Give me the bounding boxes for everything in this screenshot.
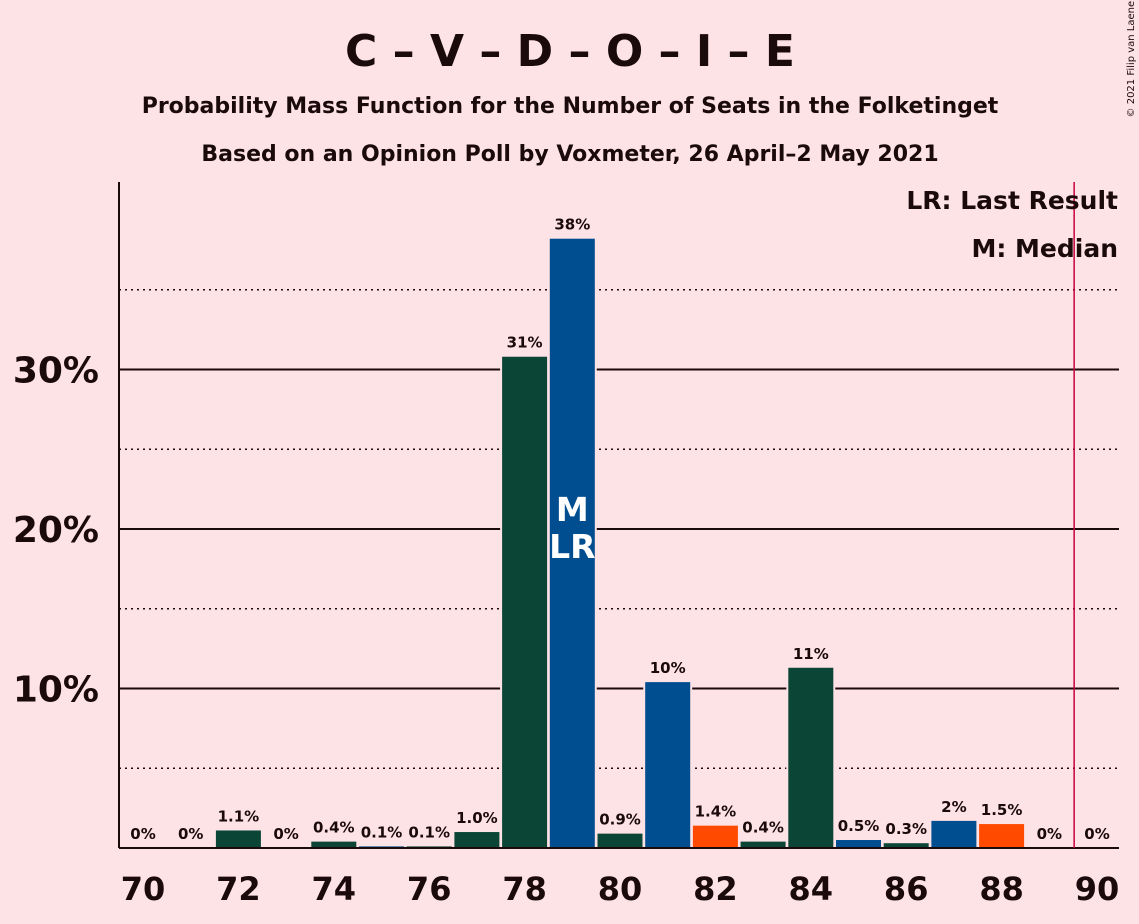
- data-label-75: 0.1%: [361, 823, 403, 841]
- data-label-84: 11%: [793, 645, 829, 663]
- data-label-81: 10%: [650, 659, 686, 677]
- data-label-88: 1.5%: [981, 801, 1023, 819]
- x-tick-88: 88: [979, 870, 1024, 908]
- data-label-74: 0.4%: [313, 819, 355, 837]
- data-label-86: 0.3%: [885, 820, 927, 838]
- bar-seats-78: [502, 356, 548, 848]
- data-label-87: 2%: [941, 798, 966, 816]
- x-tick-70: 70: [121, 870, 166, 908]
- bar-marker-lr: LR: [549, 527, 595, 566]
- data-label-70: 0%: [130, 825, 155, 843]
- data-label-73: 0%: [273, 825, 298, 843]
- bar-seats-80: [597, 833, 643, 848]
- y-tick-20: 20%: [13, 510, 99, 551]
- y-tick-10: 10%: [13, 670, 99, 711]
- data-labels: 0% 0% 1.1% 0% 0.4% 0.1% 0.1% 1.0% 31% 38% MLR 0.9% 1…: [130, 216, 1109, 843]
- data-label-76: 0.1%: [408, 823, 450, 841]
- chart-subtitle-source: Based on an Opinion Poll by Voxmeter, 26…: [201, 142, 938, 167]
- bar-seats-82: [692, 825, 738, 848]
- x-tick-80: 80: [598, 870, 643, 908]
- copyright-notice: © 2021 Filip van Laenen: [1126, 0, 1137, 117]
- data-label-78: 31%: [507, 334, 543, 352]
- data-label-90: 0%: [1084, 825, 1109, 843]
- data-label-71: 0%: [178, 825, 203, 843]
- bar-seats-72: [215, 830, 261, 848]
- chart-title: C – V – D – O – I – E: [345, 26, 795, 77]
- data-label-80: 0.9%: [599, 811, 641, 829]
- x-tick-90: 90: [1075, 870, 1120, 908]
- x-tick-labels: 70 72 74 76 78 80 82 84 86 88 90: [121, 870, 1120, 908]
- x-tick-84: 84: [789, 870, 834, 908]
- bar-seats-77: [454, 832, 500, 848]
- bar-halo: [357, 844, 406, 848]
- y-tick-labels: 10% 20% 30%: [13, 351, 99, 711]
- bar-seats-79: [549, 238, 595, 848]
- bar-seats-83: [740, 841, 786, 848]
- data-label-89: 0%: [1037, 825, 1062, 843]
- data-label-77: 1.0%: [456, 809, 498, 827]
- data-label-72: 1.1%: [218, 807, 260, 825]
- x-tick-74: 74: [312, 870, 357, 908]
- data-label-85: 0.5%: [838, 817, 880, 835]
- x-tick-72: 72: [216, 870, 261, 908]
- data-label-82: 1.4%: [695, 803, 737, 821]
- legend: LR: Last Result M: Median: [906, 186, 1118, 263]
- x-tick-82: 82: [693, 870, 738, 908]
- data-label-83: 0.4%: [742, 819, 784, 837]
- bar-halo: [404, 844, 454, 848]
- gridlines: [119, 289, 1119, 769]
- x-tick-76: 76: [407, 870, 452, 908]
- bars: [213, 236, 1027, 848]
- bar-seats-81: [645, 682, 691, 848]
- bar-seats-86: [883, 843, 929, 848]
- legend-last-result: LR: Last Result: [906, 186, 1118, 215]
- bar-seats-84: [788, 667, 834, 848]
- bar-seats-88: [979, 824, 1025, 848]
- bar-seats-74: [311, 841, 357, 848]
- chart-subtitle: Probability Mass Function for the Number…: [142, 94, 999, 119]
- x-tick-86: 86: [884, 870, 929, 908]
- data-label-79: 38%: [554, 216, 590, 234]
- bar-seats-85: [836, 840, 881, 848]
- bar-marker-m: M: [556, 490, 589, 529]
- legend-median: M: Median: [971, 234, 1118, 263]
- x-tick-78: 78: [502, 870, 547, 908]
- bar-seats-87: [931, 820, 977, 848]
- y-tick-30: 30%: [13, 351, 99, 392]
